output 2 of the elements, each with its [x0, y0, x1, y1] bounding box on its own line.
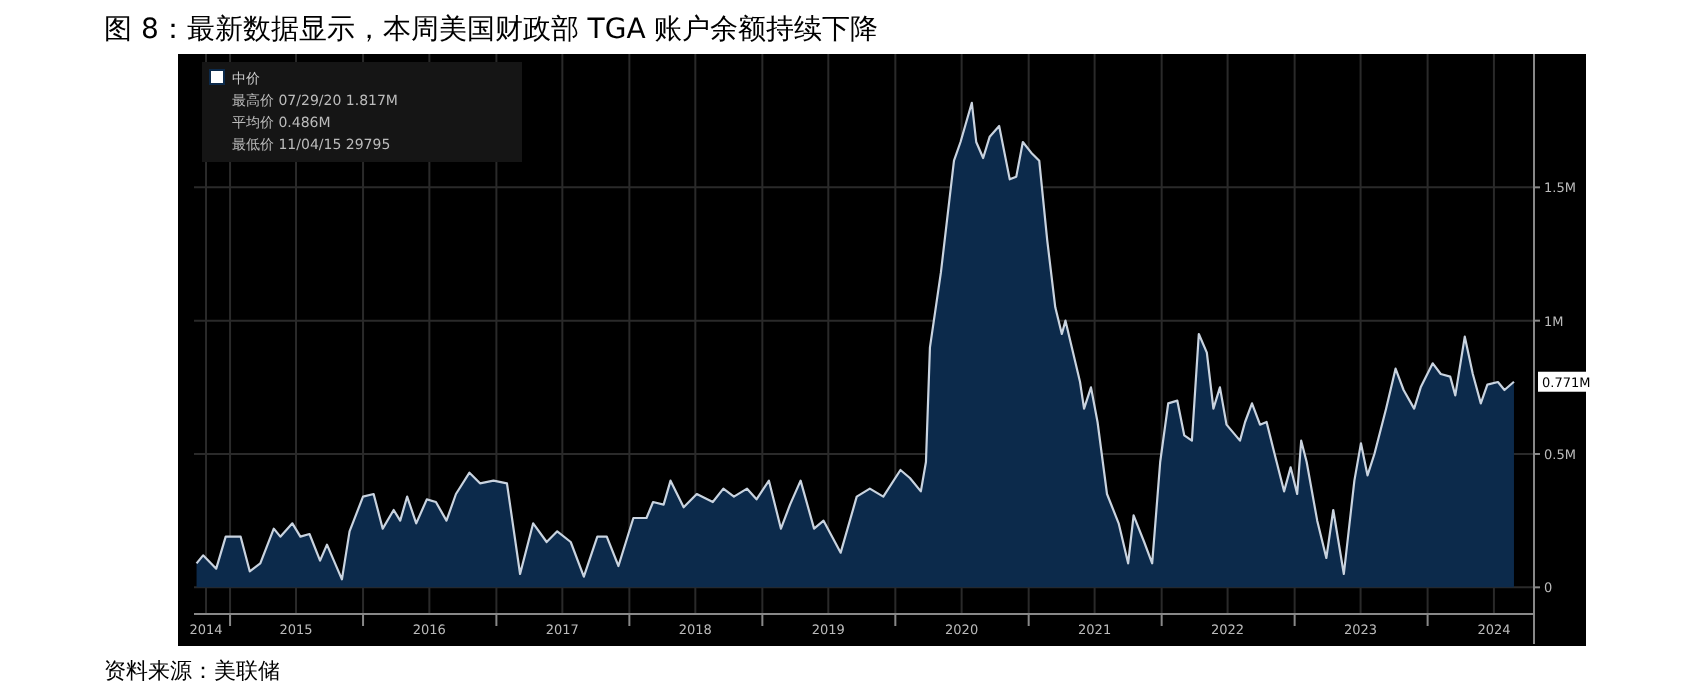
text: 资料来源：美联储	[104, 658, 280, 684]
chart-title: 图 8：最新数据显示，本周美国财政部 TGA 账户余额持续下降	[104, 14, 879, 46]
